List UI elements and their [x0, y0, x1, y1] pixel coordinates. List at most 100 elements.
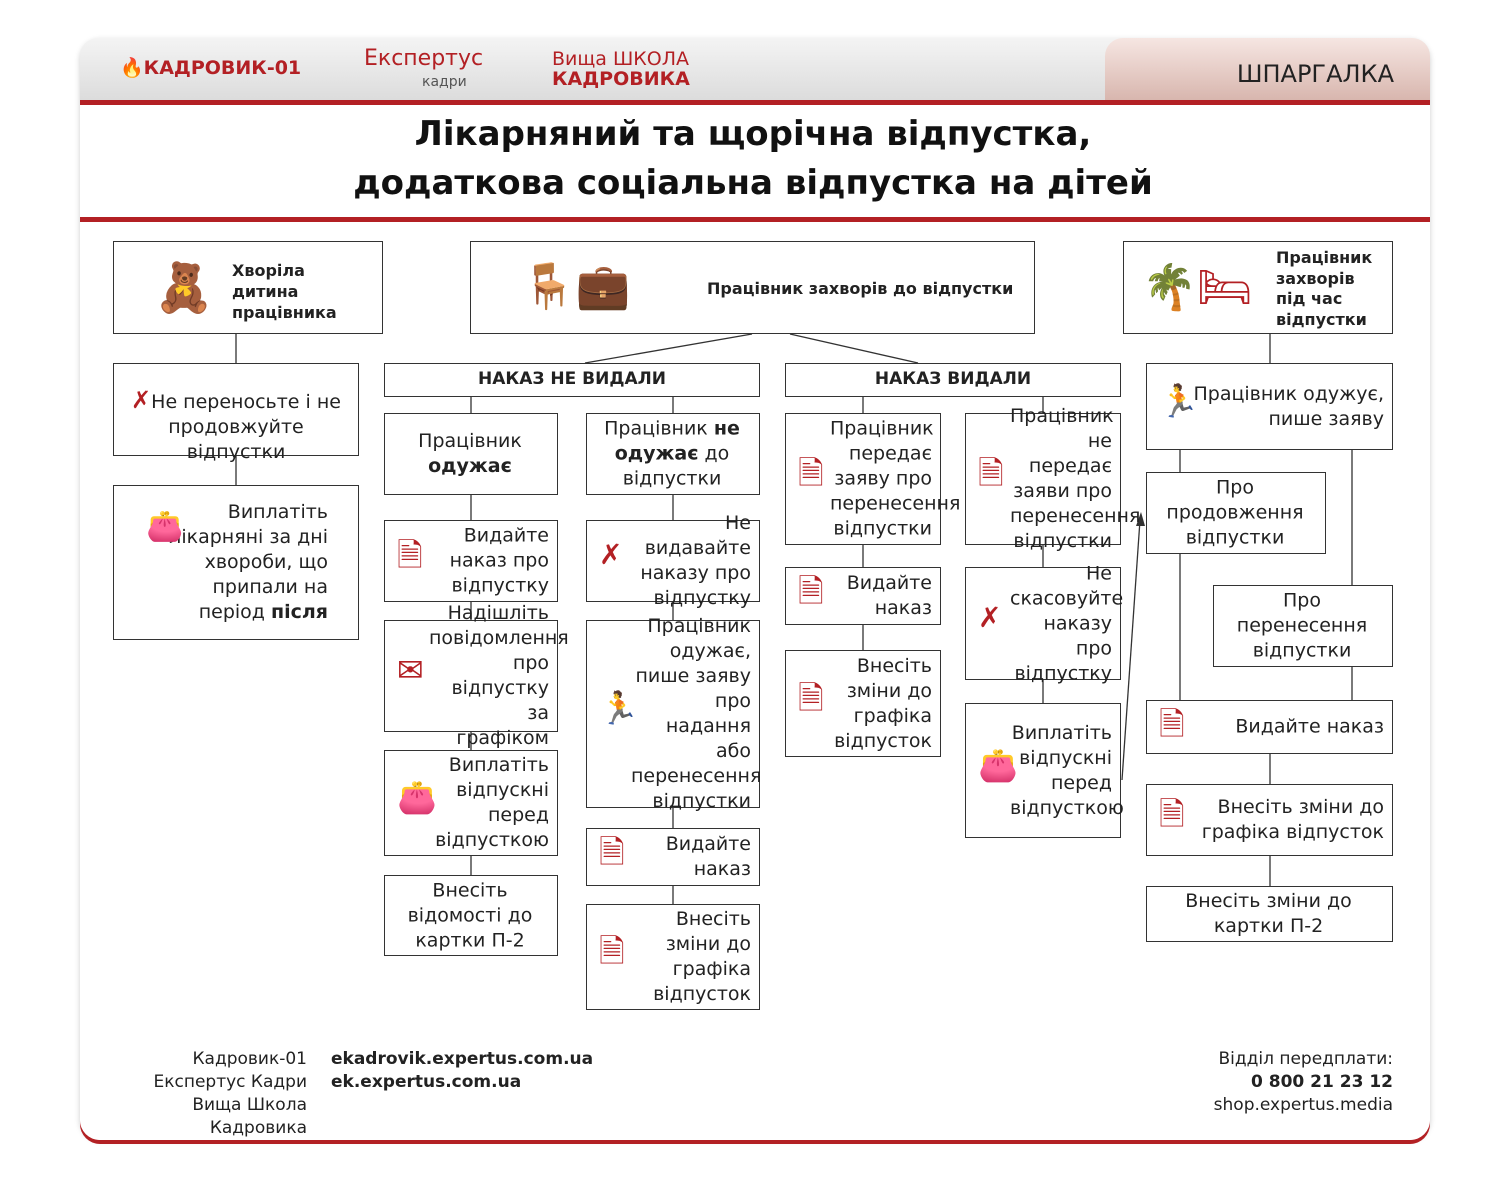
box-c3: Про перенесення відпустки [1213, 585, 1393, 667]
recovering-worker-icon: 🏃 [1159, 381, 1199, 420]
box-text: Працівник одужає, пише заяву про надання… [631, 615, 762, 812]
box-title: Хворіла дитина працівника [232, 261, 337, 322]
footer-subscription: Відділ передплати: 0 800 21 23 12 shop.exp… [1150, 1048, 1393, 1117]
box-j1a: 🗎 Працівник не передає заяви про перенесе… [965, 405, 1140, 552]
box-m3a: 🏃 Працівник одужає, пише заяву про наданн… [586, 615, 761, 812]
page-title-line2: додаткова соціальна відпустка на дітей [353, 163, 1153, 203]
footer-link[interactable]: shop.expertus.media [1213, 1095, 1393, 1115]
box-text: до відпустки [622, 442, 730, 490]
box-text: Виплатіть відпускні перед відпусткою [1010, 721, 1124, 819]
document-icon: 🗎 [798, 678, 824, 717]
tab-label: ШПАРГАЛКА [1236, 60, 1394, 88]
document-icon: 🗎 [1159, 705, 1185, 743]
box-text-bold: після [270, 601, 328, 623]
box-text: Видайте наказ [665, 833, 751, 880]
box-text: Внесіть зміни до графіка відпусток [834, 654, 932, 752]
page-title-line1: Лікарняний та щорічна відпустка, [414, 114, 1092, 154]
document-icon: 🗎 [599, 932, 625, 970]
box-j3a: 👛 Виплатіть відпускні перед відпусткою [965, 703, 1124, 838]
box-text: Надішліть повідомлення про відпустку за … [429, 602, 569, 749]
box-text: Не скасовуйте наказу про відпустку [1010, 562, 1124, 684]
kadrovik-logo: 🔥КАДРОВИК-01 [120, 57, 302, 79]
box-text: Внесіть відомості до картки П-2 [407, 879, 533, 951]
teddy-bear-icon: 🧸 [154, 260, 214, 316]
box-title: Працівник захворів до відпустки [707, 279, 1014, 298]
box-sick-child: 🧸 Хворіла дитина працівника [113, 241, 383, 334]
box-text: Не видавайте наказу про відпустку [640, 512, 751, 609]
document-icon: 🗎 [397, 536, 423, 574]
logo-text: Експертус [364, 46, 484, 71]
box-text: Не переносьте і не продовжуйте відпустки [151, 391, 341, 463]
document-icon: 🗎 [978, 454, 1004, 492]
box-title: Працівник захворів під час відпустки [1276, 248, 1373, 329]
divider [80, 217, 1430, 222]
box-a2: 👛 Виплатіть лікарняні за дні хвороби, що… [113, 485, 359, 640]
header-order-not-issued: НАКАЗ НЕ ВИДАЛИ [384, 363, 760, 397]
recovering-worker-icon: 🏃 [599, 689, 639, 727]
box-c2: Про продовження відпустки [1146, 472, 1326, 554]
box-m5a: 🗎 Внесіть зміни до графіка відпусток [586, 904, 760, 1010]
footer-phone: 0 800 21 23 12 [1251, 1072, 1393, 1092]
box-m2a: ✗ Не видавайте наказу про відпустку [586, 512, 760, 609]
box-c4: 🗎 Видайте наказ [1146, 700, 1393, 754]
box-c1: 🏃 Працівник одужує, пише заяву [1146, 363, 1393, 450]
document-icon: 🗎 [798, 454, 824, 492]
box-sick-before: 🪑💼 Працівник захворів до відпустки [470, 241, 1035, 334]
box-text-bold: одужає [428, 455, 512, 477]
box-text: Видайте наказ [1235, 715, 1384, 738]
purse-icon: 👛 [978, 745, 1018, 784]
expertus-logo: Експертус [364, 46, 483, 71]
box-text: Видайте наказ [846, 572, 932, 619]
box-text: Про перенесення відпустки [1236, 589, 1368, 662]
logo-text: КАДРОВИК-01 [143, 57, 302, 79]
document-icon: 🗎 [1159, 795, 1185, 833]
palm-bed-icon: 🌴🛏 [1142, 262, 1253, 313]
footer-text: Кадровик-01 [192, 1049, 307, 1069]
box-text: Внесіть зміни до графіка відпусток [653, 908, 751, 1005]
box-i1a: 🗎 Працівник передає заяву про перенесення… [785, 413, 960, 545]
document-icon: 🗎 [599, 833, 625, 871]
box-text: Виплатіть відпускні перед відпусткою [435, 754, 549, 851]
box-text: Про продовження відпустки [1166, 476, 1304, 549]
document-icon: 🗎 [798, 572, 824, 610]
cross-icon: ✗ [131, 386, 152, 414]
box-text: Працівник [604, 417, 714, 440]
box-n3a: ✉ Надішліть повідомлення про відпустку за… [384, 602, 569, 749]
footer-link[interactable]: ek.expertus.com.ua [331, 1072, 522, 1092]
sick-worker-suitcase-icon: 🪑💼 [521, 261, 631, 312]
box-text: Працівник передає заяву про перенесення … [830, 417, 961, 540]
box-i3a: 🗎 Внесіть зміни до графіка відпусток [785, 650, 941, 757]
box-a1: ✗Не переносьте і не продовжуйте відпустк… [113, 363, 359, 463]
box-n2a: 🗎 Видайте наказ про відпустку [384, 520, 558, 602]
purse-icon: 👛 [146, 509, 184, 544]
footer-links: ekadrovik.expertus.com.ua ek.expertus.com… [331, 1048, 593, 1094]
footer-text: Вища Школа Кадровика [192, 1095, 307, 1138]
footer-link[interactable]: ekadrovik.expertus.com.ua [331, 1049, 594, 1069]
cross-icon: ✗ [978, 600, 1002, 634]
box-j2a: ✗ Не скасовуйте наказу про відпустку [965, 562, 1123, 684]
footer-brands: Кадровик-01 Експертус Кадри Вища Школа Кад… [100, 1048, 307, 1140]
box-i2a: 🗎 Видайте наказ [785, 567, 941, 625]
footer-text: Експертус Кадри [153, 1072, 307, 1092]
box-text-bold: не одужає [614, 417, 740, 465]
expertus-logo-sub: кадри [422, 74, 467, 90]
box-n4a: 👛 Виплатіть відпускні перед відпусткою [384, 750, 558, 856]
cross-icon: ✗ [599, 538, 623, 571]
box-text: Внесіть зміни до графіка відпусток [1201, 796, 1384, 843]
box-text: Працівник одужує, пише заяву [1193, 382, 1384, 430]
cheatsheet-tab: ШПАРГАЛКА [1105, 38, 1430, 100]
box-text: Працівник не передає заяви про перенесен… [1010, 405, 1141, 552]
box-n1a: Працівник одужає [384, 413, 558, 495]
school-logo: Вища ШКОЛА [552, 48, 690, 70]
box-m1a: Працівник не одужає до відпустки [586, 413, 760, 495]
school-logo-sub: КАДРОВИКА [552, 68, 690, 90]
envelope-icon: ✉ [397, 651, 424, 689]
box-text: Виплатіть лікарняні за дні хвороби, що п… [169, 501, 328, 623]
box-text: Працівник [418, 430, 522, 452]
header-order-issued: НАКАЗ ВИДАЛИ [785, 363, 1121, 397]
box-c5: 🗎 Внесіть зміни до графіка відпусток [1146, 784, 1393, 856]
box-text: Видайте наказ про відпустку [449, 524, 549, 597]
box-text: Внесіть зміни до картки П-2 [1185, 890, 1352, 937]
